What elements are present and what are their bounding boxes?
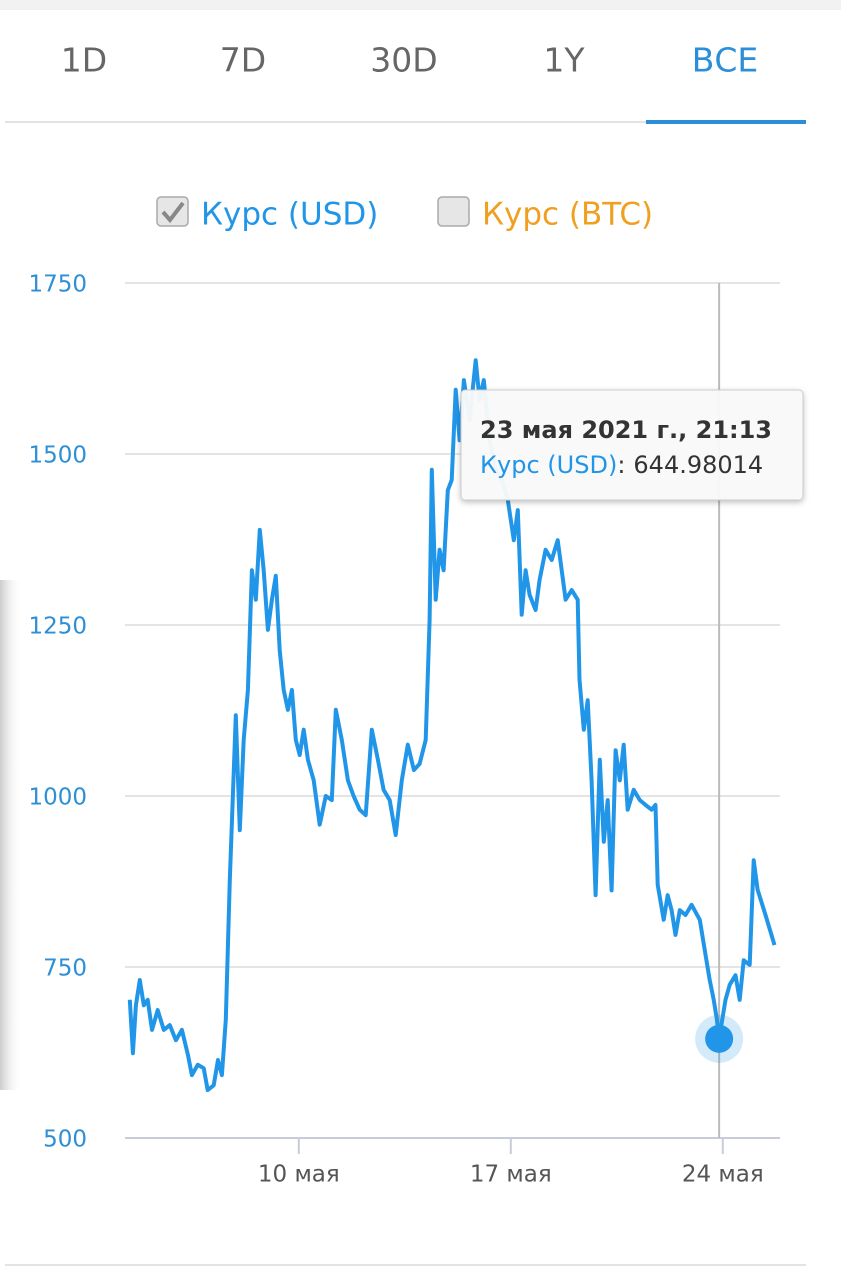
y-tick-label: 1500 — [28, 443, 87, 469]
tooltip-box — [460, 389, 804, 501]
tooltip-series: Курс (USD) — [480, 451, 617, 479]
tab[interactable]: ВСЕ — [692, 41, 759, 80]
tab[interactable]: 1D — [61, 41, 107, 80]
x-tick-label: 10 мая — [258, 1162, 340, 1188]
legend-label[interactable]: Курс (USD) — [201, 197, 378, 233]
status-shadow — [0, 0, 841, 10]
legend-checkbox[interactable] — [156, 196, 189, 227]
y-tick-label: 500 — [43, 1127, 87, 1153]
x-tick-label: 17 мая — [470, 1162, 552, 1188]
y-tick-label: 750 — [43, 956, 87, 982]
legend-check — [161, 201, 185, 224]
tooltip-title: 23 мая 2021 г., 21:13 — [480, 416, 772, 444]
tooltip-body: Курс (USD): 644.98014 — [480, 451, 763, 479]
y-tick-label: 1000 — [28, 785, 87, 811]
legend-checkbox[interactable] — [437, 196, 470, 227]
tab[interactable]: 1Y — [543, 41, 585, 80]
selected-point — [705, 1024, 734, 1053]
price-line — [127, 358, 777, 1093]
tab[interactable]: 30D — [370, 41, 437, 80]
y-tick-label: 1250 — [28, 614, 87, 640]
legend-label[interactable]: Курс (BTC) — [482, 197, 653, 233]
tab-indicator — [646, 120, 806, 124]
y-tick-label: 1750 — [28, 272, 87, 298]
tooltip-value: 644.98014 — [633, 451, 763, 479]
edge-shadow — [0, 580, 22, 1090]
tab[interactable]: 7D — [220, 41, 266, 80]
tooltip-separator: : — [617, 451, 625, 479]
x-tick-label: 24 мая — [682, 1162, 764, 1188]
